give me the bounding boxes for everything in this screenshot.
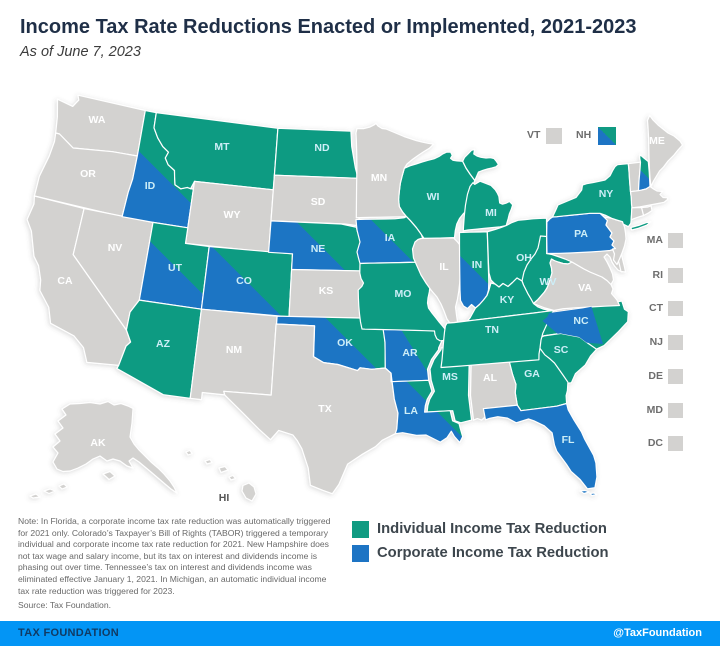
- svg-text:NC: NC: [573, 315, 589, 327]
- svg-text:NY: NY: [599, 188, 614, 200]
- svg-text:OR: OR: [80, 168, 96, 180]
- svg-text:MN: MN: [371, 172, 387, 184]
- svg-text:LA: LA: [404, 405, 418, 417]
- svg-text:MI: MI: [485, 207, 497, 219]
- svg-text:ME: ME: [649, 135, 665, 147]
- svg-text:FL: FL: [562, 434, 575, 446]
- svg-text:MS: MS: [442, 371, 458, 383]
- svg-text:TN: TN: [485, 324, 499, 336]
- svg-text:AK: AK: [90, 437, 106, 449]
- svg-text:ID: ID: [145, 180, 156, 192]
- svg-text:VA: VA: [578, 282, 592, 294]
- svg-text:UT: UT: [168, 262, 183, 274]
- svg-text:WV: WV: [540, 276, 557, 288]
- svg-text:MT: MT: [214, 141, 230, 153]
- svg-text:IN: IN: [472, 259, 483, 271]
- svg-text:WA: WA: [89, 114, 106, 126]
- svg-text:SC: SC: [554, 344, 569, 356]
- svg-text:WY: WY: [224, 209, 241, 221]
- svg-text:KS: KS: [319, 285, 334, 297]
- svg-text:OH: OH: [516, 252, 532, 264]
- svg-text:HI: HI: [219, 492, 230, 504]
- svg-text:PA: PA: [574, 228, 588, 240]
- svg-text:IA: IA: [385, 232, 396, 244]
- svg-text:AZ: AZ: [156, 338, 171, 350]
- svg-text:ND: ND: [314, 142, 330, 154]
- svg-text:AL: AL: [483, 372, 498, 384]
- svg-text:SD: SD: [311, 196, 326, 208]
- svg-text:NV: NV: [108, 242, 123, 254]
- svg-text:NE: NE: [311, 243, 326, 255]
- svg-text:MO: MO: [395, 288, 412, 300]
- svg-text:TX: TX: [318, 403, 331, 415]
- svg-text:NM: NM: [226, 344, 243, 356]
- svg-text:IL: IL: [439, 261, 449, 273]
- svg-text:OK: OK: [337, 337, 353, 349]
- svg-text:CO: CO: [236, 275, 252, 287]
- svg-text:GA: GA: [524, 368, 540, 380]
- svg-text:AR: AR: [402, 347, 418, 359]
- svg-text:KY: KY: [500, 294, 515, 306]
- svg-text:WI: WI: [427, 191, 440, 203]
- svg-text:CA: CA: [57, 275, 73, 287]
